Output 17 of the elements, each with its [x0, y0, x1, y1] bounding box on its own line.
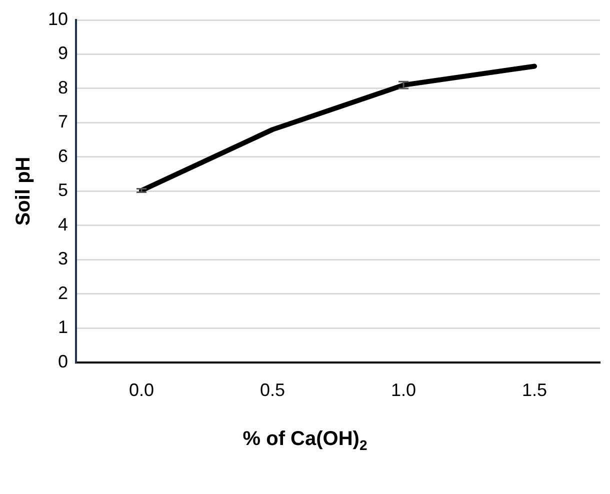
y-tick-label: 4 — [58, 214, 68, 234]
x-tick-label: 1.5 — [522, 380, 548, 400]
y-tick-label: 2 — [58, 282, 68, 303]
y-tick-label: 10 — [48, 8, 68, 29]
y-tick-label: 8 — [58, 77, 68, 98]
x-tick-label: 0.5 — [260, 380, 286, 400]
x-tick-label: 0.0 — [129, 380, 154, 400]
y-tick-label: 1 — [58, 317, 68, 338]
y-tick-label: 5 — [58, 180, 68, 200]
y-tick-label: 0 — [58, 351, 68, 372]
y-axis-title: Soil pH — [12, 156, 35, 226]
y-tick-label: 7 — [58, 112, 68, 132]
y-tick-label: 3 — [58, 248, 68, 269]
x-axis-title: % of Ca(OH)$_{2}$ — [242, 428, 368, 453]
y-tick-label: 9 — [58, 43, 68, 64]
y-tick-label: 6 — [58, 146, 68, 166]
x-tick-label: 1.0 — [390, 380, 416, 400]
